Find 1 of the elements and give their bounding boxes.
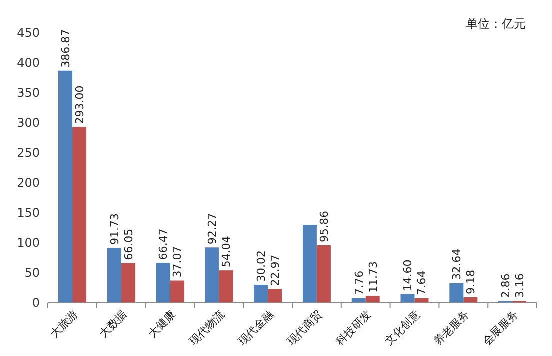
- annotation: 单位：亿元: [466, 17, 526, 31]
